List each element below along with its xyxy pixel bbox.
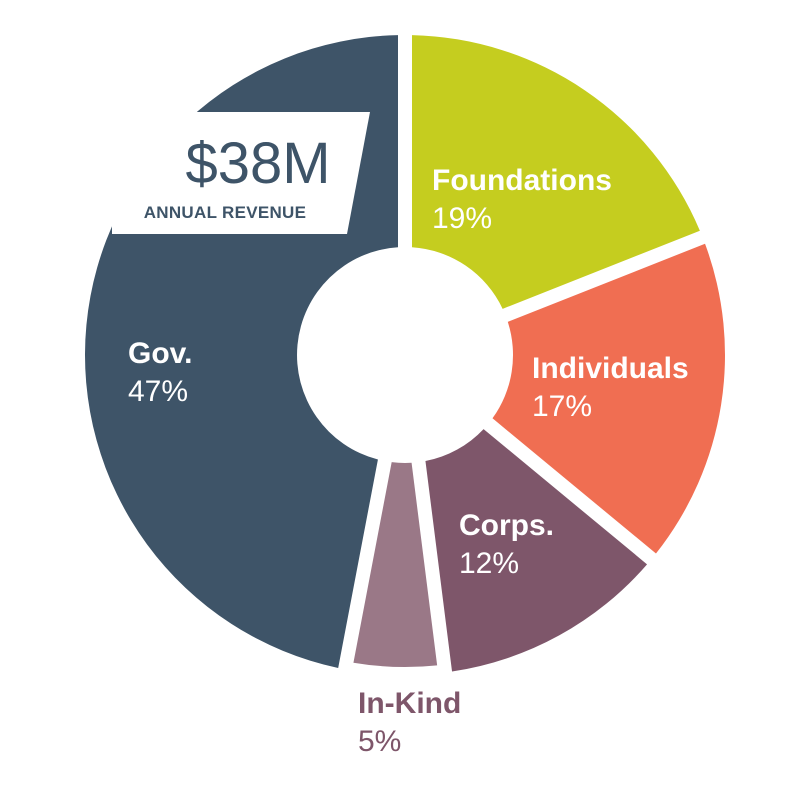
slice-individuals [492, 243, 725, 554]
slice-label-gov: Gov. [128, 337, 192, 370]
slice-percent-gov: 47% [128, 375, 188, 408]
slice-label-individuals: Individuals [532, 352, 689, 385]
slice-percent-individuals: 17% [532, 390, 592, 423]
total-callout-box [112, 112, 370, 234]
slice-corps [425, 429, 648, 672]
total-callout: $38M ANNUAL REVENUE [112, 112, 370, 234]
slice-percent-in-kind: 5% [358, 725, 401, 758]
total-value: $38M [185, 131, 330, 196]
slice-label-in-kind: In-Kind [358, 687, 461, 720]
total-caption: ANNUAL REVENUE [144, 203, 307, 222]
slice-foundations [412, 35, 700, 309]
slice-in-kind [353, 462, 438, 668]
slice-label-foundations: Foundations [432, 164, 612, 197]
slice-percent-foundations: 19% [432, 202, 492, 235]
slice-label-corps: Corps. [459, 509, 554, 542]
labels-group: Foundations 19% Individuals 17% Corps. 12% In-… [128, 164, 689, 758]
slice-percent-corps: 12% [459, 547, 519, 580]
